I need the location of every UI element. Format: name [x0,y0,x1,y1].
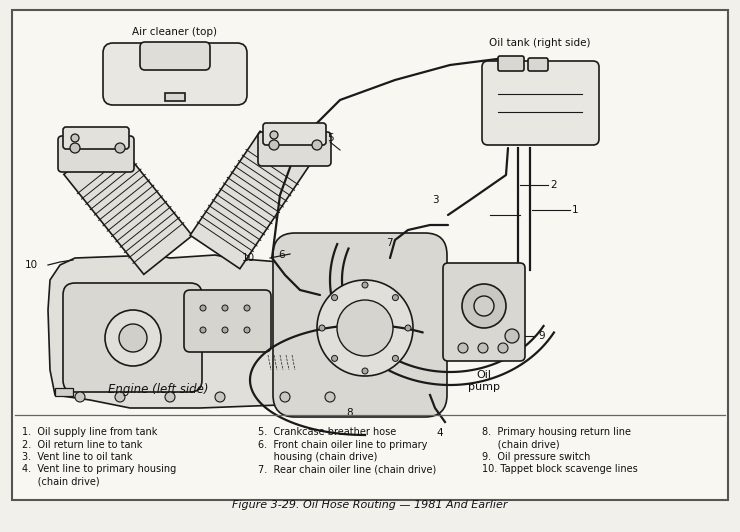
FancyBboxPatch shape [498,56,524,71]
FancyBboxPatch shape [258,132,331,166]
FancyBboxPatch shape [140,42,210,70]
FancyBboxPatch shape [184,290,271,352]
FancyBboxPatch shape [103,43,247,105]
Text: 9.  Oil pressure switch: 9. Oil pressure switch [482,452,591,462]
Circle shape [70,143,80,153]
Circle shape [337,300,393,356]
Circle shape [392,295,398,301]
Circle shape [325,392,335,402]
Circle shape [458,343,468,353]
Circle shape [332,355,337,361]
Circle shape [75,392,85,402]
Bar [165,93,185,101]
Circle shape [244,305,250,311]
Circle shape [244,327,250,333]
Circle shape [165,392,175,402]
Text: Oil
pump: Oil pump [468,370,500,392]
Text: 9: 9 [538,331,545,341]
Circle shape [270,131,278,139]
Circle shape [362,368,368,374]
Polygon shape [190,131,310,269]
Polygon shape [48,255,350,408]
Circle shape [119,324,147,352]
Text: 8: 8 [346,408,353,418]
Text: Air cleaner (top): Air cleaner (top) [132,27,218,37]
Circle shape [405,325,411,331]
FancyBboxPatch shape [482,61,599,145]
Circle shape [105,310,161,366]
Circle shape [200,305,206,311]
Circle shape [498,343,508,353]
Text: 6.  Front chain oiler line to primary: 6. Front chain oiler line to primary [258,439,428,450]
Text: Engine (left side): Engine (left side) [108,384,209,396]
FancyBboxPatch shape [58,136,134,172]
Circle shape [474,296,494,316]
Circle shape [269,140,279,150]
Text: 8.  Primary housing return line: 8. Primary housing return line [482,427,631,437]
Text: 6: 6 [279,250,286,260]
Text: 1.  Oil supply line from tank: 1. Oil supply line from tank [22,427,158,437]
Circle shape [317,280,413,376]
Circle shape [71,134,79,142]
Text: Figure 3-29. Oil Hose Routing — 1981 And Earlier: Figure 3-29. Oil Hose Routing — 1981 And… [232,500,508,510]
FancyBboxPatch shape [63,283,202,392]
Circle shape [200,327,206,333]
Text: 3: 3 [432,195,439,205]
Circle shape [362,282,368,288]
Text: 10. Tappet block scavenge lines: 10. Tappet block scavenge lines [482,464,638,475]
Circle shape [280,392,290,402]
Text: housing (chain drive): housing (chain drive) [258,452,377,462]
FancyBboxPatch shape [528,58,548,71]
Text: 7.  Rear chain oiler line (chain drive): 7. Rear chain oiler line (chain drive) [258,464,437,475]
FancyBboxPatch shape [443,263,525,361]
Polygon shape [64,136,192,275]
Text: (chain drive): (chain drive) [22,477,100,487]
Circle shape [462,284,506,328]
Circle shape [392,355,398,361]
Text: 3.  Vent line to oil tank: 3. Vent line to oil tank [22,452,132,462]
Bar [55,388,73,396]
Text: (chain drive): (chain drive) [482,439,559,450]
Circle shape [215,392,225,402]
Circle shape [115,143,125,153]
Text: 10: 10 [242,253,255,263]
Text: Oil tank (right side): Oil tank (right side) [489,38,591,48]
Circle shape [332,295,337,301]
Circle shape [115,392,125,402]
Circle shape [312,140,322,150]
Circle shape [222,305,228,311]
Text: 4.  Vent line to primary housing: 4. Vent line to primary housing [22,464,176,475]
FancyBboxPatch shape [263,123,326,145]
Text: 5: 5 [326,133,333,143]
Text: 2: 2 [550,180,556,190]
Text: 7: 7 [386,238,393,248]
FancyBboxPatch shape [63,127,129,149]
FancyBboxPatch shape [273,233,447,417]
Circle shape [478,343,488,353]
Text: 10: 10 [25,260,38,270]
Circle shape [319,325,325,331]
Text: 4: 4 [437,428,443,438]
Text: 5.  Crankcase breather hose: 5. Crankcase breather hose [258,427,396,437]
Circle shape [505,329,519,343]
Text: 2.  Oil return line to tank: 2. Oil return line to tank [22,439,142,450]
Circle shape [222,327,228,333]
Text: 1: 1 [572,205,579,215]
